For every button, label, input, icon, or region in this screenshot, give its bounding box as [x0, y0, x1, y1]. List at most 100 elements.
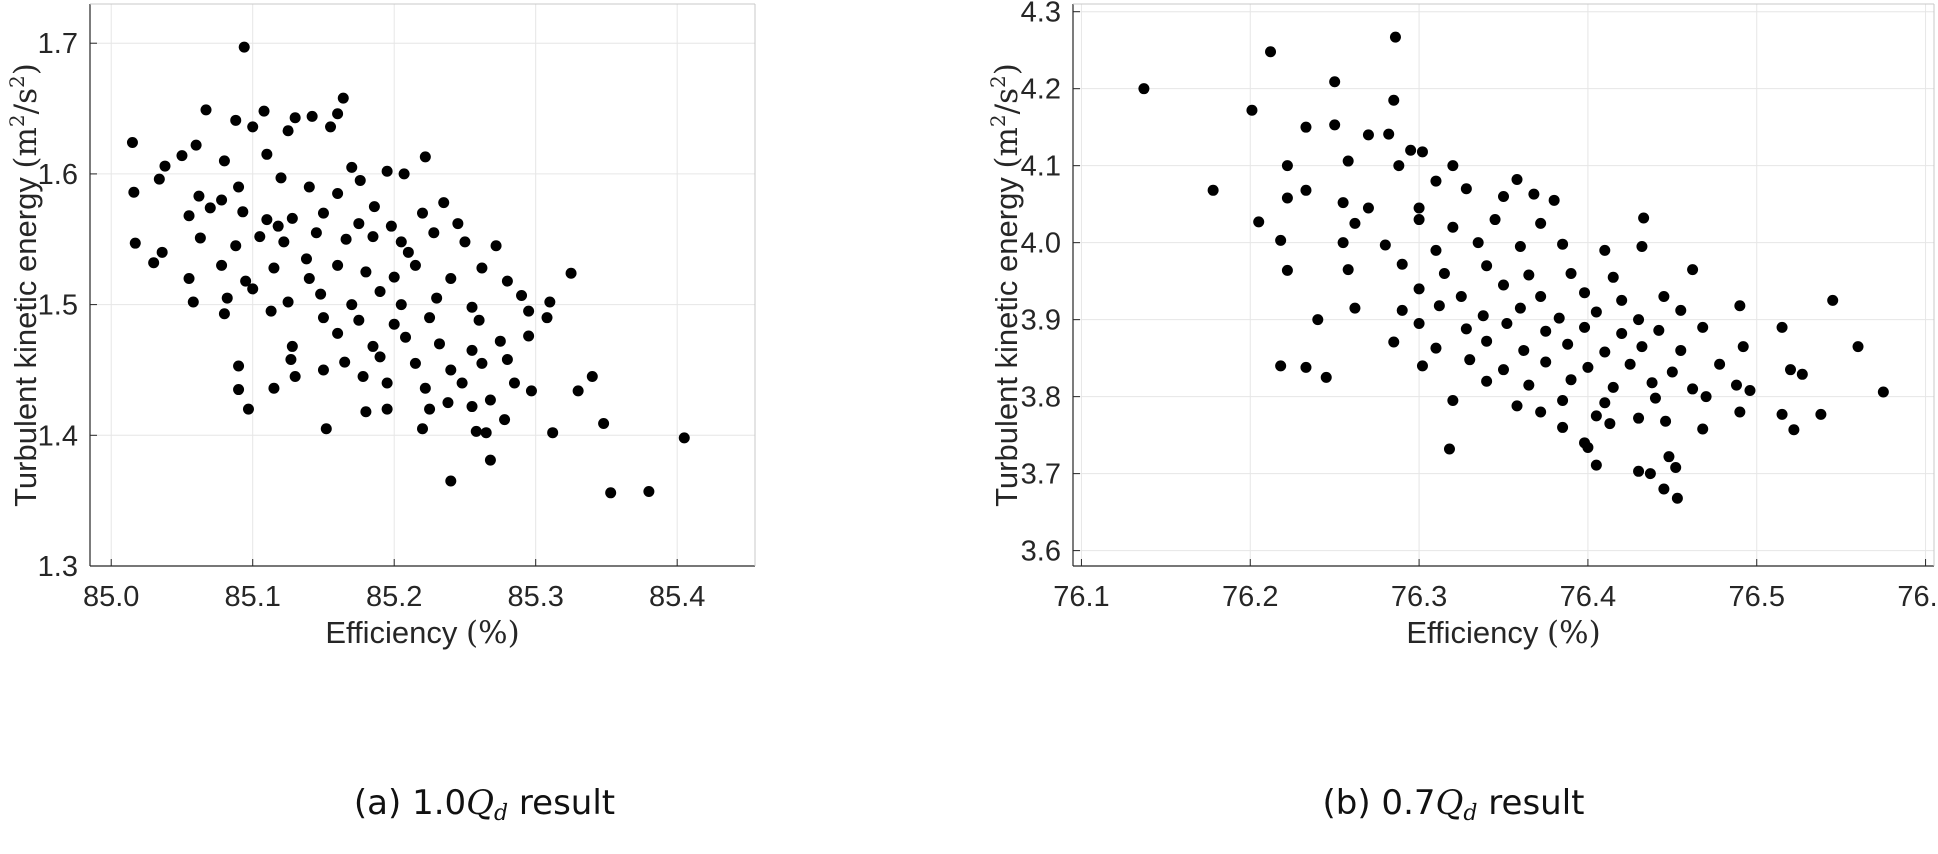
data-point: [261, 148, 273, 160]
data-point: [424, 403, 436, 415]
data-point: [1349, 217, 1361, 229]
data-point: [332, 108, 344, 120]
data-point: [494, 335, 506, 347]
y-axis-title-sup1: 2: [986, 114, 1010, 127]
data-point: [176, 150, 188, 162]
data-point: [1557, 421, 1569, 433]
data-point: [183, 272, 195, 284]
data-point: [1342, 264, 1354, 276]
data-point: [310, 227, 322, 239]
data-point: [1579, 321, 1591, 333]
data-point: [156, 246, 168, 258]
data-point: [466, 344, 478, 356]
data-point: [428, 227, 440, 239]
data-point: [516, 289, 528, 301]
data-point: [1528, 188, 1540, 200]
data-point: [1633, 465, 1645, 477]
data-point: [1590, 410, 1602, 422]
data-point: [240, 275, 252, 287]
data-point: [1663, 451, 1675, 463]
data-point: [1275, 360, 1287, 372]
data-point: [398, 168, 410, 180]
data-point: [1582, 361, 1594, 373]
grid-lines: [90, 4, 755, 567]
data-point: [476, 357, 488, 369]
y-axis-title-unit-close: ): [8, 63, 44, 75]
data-point: [346, 161, 358, 173]
data-point: [470, 425, 482, 437]
data-point: [317, 364, 329, 376]
data-point: [1599, 244, 1611, 256]
data-point: [1599, 346, 1611, 358]
x-tick-label: 85.2: [366, 581, 422, 613]
data-point: [466, 301, 478, 313]
data-point: [194, 232, 206, 244]
data-point: [1565, 374, 1577, 386]
data-point: [1697, 423, 1709, 435]
data-point: [431, 292, 443, 304]
data-point: [402, 246, 414, 258]
data-point: [1498, 364, 1509, 376]
data-point: [303, 272, 315, 284]
data-point: [1430, 342, 1442, 354]
data-point: [501, 275, 513, 287]
data-point: [1388, 336, 1400, 348]
y-tick-label: 3.6: [1021, 536, 1061, 568]
data-point: [1644, 468, 1656, 480]
data-point: [385, 220, 397, 232]
data-point: [605, 487, 617, 499]
x-axis-title-unit: (%): [466, 615, 520, 651]
data-point: [337, 92, 349, 104]
y-tick-label: 1.4: [38, 420, 78, 452]
data-point: [1498, 190, 1509, 202]
data-point: [1383, 128, 1395, 140]
data-point: [233, 384, 245, 396]
data-point: [480, 427, 492, 439]
data-point: [433, 338, 445, 350]
data-point: [456, 377, 468, 389]
data-point: [317, 207, 329, 219]
data-point: [1557, 238, 1569, 250]
data-point: [490, 240, 502, 252]
y-tick-label: 1.6: [38, 159, 78, 191]
data-point: [1553, 312, 1565, 324]
data-point: [183, 210, 195, 222]
data-point: [1489, 214, 1501, 226]
data-point: [1535, 406, 1547, 418]
data-point: [148, 257, 160, 269]
data-point: [1207, 184, 1219, 196]
data-point: [1687, 383, 1699, 395]
data-point: [1455, 291, 1467, 303]
data-point: [353, 314, 365, 326]
data-point: [1737, 341, 1749, 353]
y-tick-label: 4.2: [1021, 74, 1061, 106]
data-point: [261, 214, 273, 226]
data-point: [1548, 194, 1560, 206]
data-point: [572, 385, 584, 397]
caption-b: (b) 0.7Qd result: [969, 783, 1938, 826]
data-point: [357, 370, 369, 382]
data-point: [417, 423, 428, 435]
y-tick-label: 1.5: [38, 290, 78, 322]
data-point: [409, 357, 421, 369]
caption-a-prefix: (a) 1.0: [353, 783, 467, 823]
data-point: [320, 423, 332, 435]
chart-panel-b: 76.1 76.2 76.3 76.4 76.5 76.6 3.6 3.7 3.8 3.9 4.0 4…: [969, 0, 1938, 854]
data-point: [1253, 216, 1265, 228]
data-point: [1281, 264, 1293, 276]
data-point: [1405, 144, 1417, 156]
caption-a-suffix: result: [508, 783, 616, 823]
data-point: [544, 296, 556, 308]
data-point: [1671, 492, 1683, 504]
data-point: [247, 283, 259, 295]
caption-a: (a) 1.0Qd result: [0, 783, 969, 826]
data-point: [1349, 302, 1361, 314]
data-point: [1416, 360, 1428, 372]
data-point: [1477, 310, 1489, 322]
data-point: [254, 231, 266, 243]
data-point: [1416, 146, 1428, 158]
data-point: [218, 155, 230, 167]
data-point: [1562, 338, 1574, 350]
data-point: [275, 172, 287, 184]
data-point: [278, 236, 290, 248]
